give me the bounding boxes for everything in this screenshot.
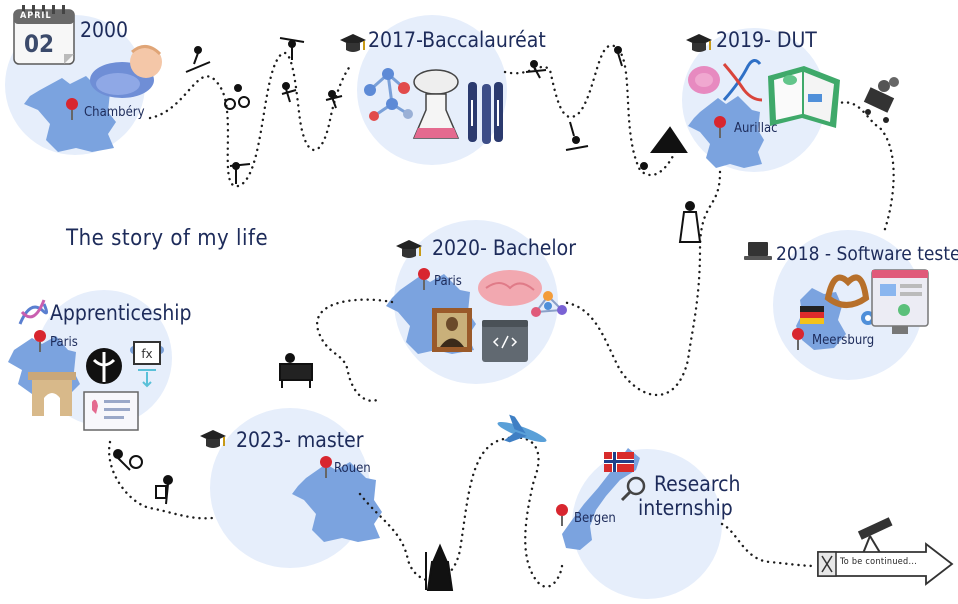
code-window-icon <box>482 320 528 362</box>
heading-apprenticeship: Apprenticeship <box>50 301 192 325</box>
heading-birth: 2000 <box>80 18 129 42</box>
location-pin-icon <box>320 456 332 478</box>
climber-figure <box>614 46 623 67</box>
location-pin-icon <box>792 328 804 350</box>
logo-icon <box>86 348 122 384</box>
monk-figure <box>678 201 702 243</box>
train-icon <box>863 77 899 123</box>
page-title: The story of my life <box>66 226 269 251</box>
fx-formula-icon: fx <box>130 341 164 388</box>
book-icon <box>768 66 840 128</box>
office-worker-figure <box>279 353 313 388</box>
chairlift-figure <box>565 121 589 151</box>
dancer-figure <box>281 82 297 103</box>
molecule-icon <box>364 68 413 121</box>
place-apprenticeship: Paris <box>50 335 78 350</box>
cyclist-figure <box>224 84 250 110</box>
magnifier-icon <box>620 476 646 502</box>
location-pin-icon <box>556 504 568 526</box>
climber-figure <box>325 90 343 109</box>
france-map-dut <box>688 96 764 168</box>
painting-icon <box>432 308 472 352</box>
monitor-icon <box>871 269 929 334</box>
norway-flag-icon <box>604 452 634 472</box>
place-tester: Meersburg <box>812 333 875 348</box>
location-pin-icon <box>66 98 78 120</box>
musician-figure <box>229 162 251 184</box>
zipline-figure <box>279 37 305 60</box>
photographer-figure <box>113 449 143 471</box>
graduation-cap-icon <box>686 34 712 52</box>
heading-bac: 2017-Baccalauréat <box>368 28 546 52</box>
certificate-icon <box>83 391 139 431</box>
germany-flag-icon <box>800 306 824 324</box>
dna-helix-icon <box>722 59 763 102</box>
wizard-figure <box>425 543 454 591</box>
arc-de-triomphe-icon <box>28 372 76 416</box>
heading-tester: 2018 - Software tester <box>776 243 958 265</box>
flask-icon <box>412 69 460 139</box>
heading-internship-line1: Research <box>654 472 741 496</box>
skis-icon <box>468 82 503 144</box>
skier-figure <box>185 46 211 73</box>
place-bachelor: Paris <box>434 274 462 289</box>
heading-internship-line2: internship <box>638 496 733 520</box>
calendar-day: 02 <box>24 30 55 58</box>
brain-icon <box>478 270 542 306</box>
network-icon <box>531 291 567 317</box>
heading-bachelor: 2020- Bachelor <box>432 236 576 260</box>
brain-icon <box>688 66 720 94</box>
location-pin-icon <box>34 330 46 352</box>
runner-figure <box>525 60 547 79</box>
place-birth: Chambéry <box>84 105 145 120</box>
place-dut: Aurillac <box>734 121 778 136</box>
place-master: Rouen <box>334 461 371 476</box>
hiker-figure <box>155 475 173 505</box>
graduation-cap-icon <box>200 430 226 448</box>
pretzel-icon <box>824 274 870 308</box>
paraglider-figure <box>640 126 688 170</box>
location-pin-icon <box>418 268 430 290</box>
end-sign-arrow <box>817 542 954 586</box>
airplane-icon <box>497 414 547 443</box>
telescope-icon <box>857 517 893 557</box>
baby-icon <box>90 45 162 98</box>
norway-map <box>562 448 640 550</box>
heading-dut: 2019- DUT <box>716 28 817 52</box>
end-sign-text: To be continued... <box>840 557 918 567</box>
calendar-icon <box>13 5 75 65</box>
dna-icon <box>18 299 49 325</box>
calendar-month: APRIL <box>20 11 52 21</box>
graduation-cap-icon <box>396 240 422 258</box>
laptop-icon <box>744 242 772 260</box>
graduation-cap-icon <box>340 34 366 52</box>
france-map-birth <box>24 76 116 152</box>
location-pin-icon <box>714 116 726 138</box>
france-map-master <box>292 462 382 542</box>
place-internship: Bergen <box>574 511 616 526</box>
heading-master: 2023- master <box>236 428 364 452</box>
svg-text:fx: fx <box>141 347 152 361</box>
